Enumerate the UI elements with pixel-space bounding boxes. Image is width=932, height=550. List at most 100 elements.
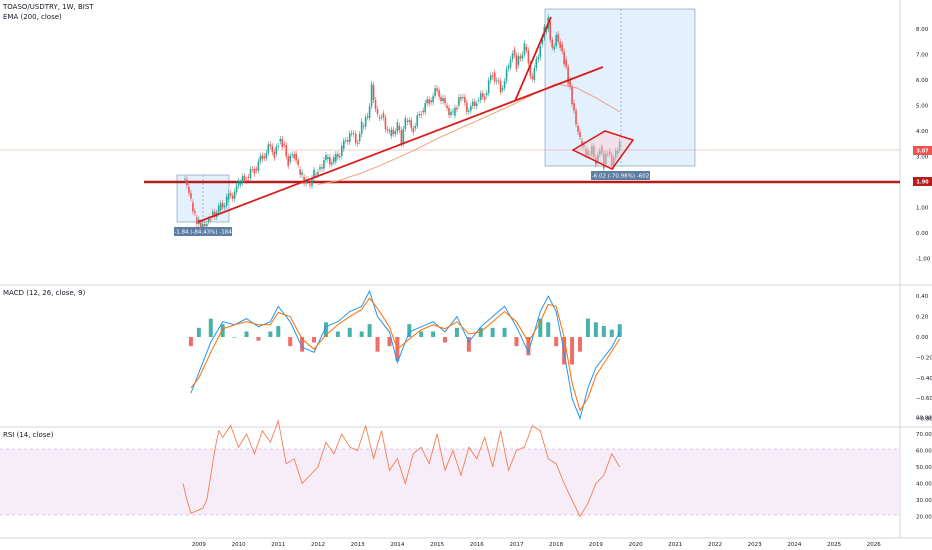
candle-body <box>579 131 581 138</box>
candle-body <box>398 125 401 131</box>
candle-body <box>499 81 502 93</box>
macd-histogram-bar <box>347 327 352 337</box>
macd-tick-label: 0.00 <box>916 335 929 341</box>
diamond-pattern[interactable] <box>571 130 635 170</box>
macd-histogram-bar <box>220 324 225 337</box>
candle-body <box>440 96 442 102</box>
candle-body <box>618 141 621 151</box>
candle-body <box>311 177 313 186</box>
rsi-tick-label: 50.00 <box>916 465 932 471</box>
candle-body <box>597 154 599 162</box>
trendline-long[interactable] <box>197 66 604 223</box>
candle-body <box>466 102 468 112</box>
candle-body <box>213 211 216 217</box>
support-price-tag: 1.90 <box>916 180 929 186</box>
candle-body <box>192 202 194 212</box>
candle-body <box>497 80 500 82</box>
macd-histogram-bar <box>359 331 364 337</box>
candle-body <box>462 96 464 98</box>
candle-body <box>289 155 291 162</box>
candle-body <box>217 205 220 213</box>
price-tick-label: 6.00 <box>916 78 929 84</box>
candle-body <box>253 169 256 174</box>
candle-body <box>489 75 492 81</box>
macd-histogram-bar <box>419 331 424 337</box>
macd-tick-label: 0.20 <box>916 315 929 321</box>
candle-body <box>585 148 587 156</box>
candle-body <box>591 145 593 155</box>
candle-body <box>384 117 387 130</box>
rsi-tick-label: 30.00 <box>916 498 932 504</box>
macd-histogram-bar <box>490 327 495 337</box>
candle-body <box>267 144 270 153</box>
candle-body <box>297 160 299 166</box>
candle-body <box>337 154 339 158</box>
price-tick-label: 7.00 <box>916 53 929 59</box>
x-tick-label: 2021 <box>668 542 682 548</box>
price-tick-label: 3.00 <box>916 155 929 161</box>
candle-body <box>376 109 379 114</box>
candle-body <box>404 118 407 129</box>
measure-tag-2018-bg <box>591 171 650 180</box>
macd-histogram-bar <box>375 337 380 352</box>
candle-body <box>537 57 540 60</box>
candle-body <box>394 131 397 135</box>
candle-body <box>277 145 280 147</box>
candle-body <box>605 153 607 165</box>
candle-body <box>354 133 357 143</box>
macd-legend: MACD (12, 26, close, 9) <box>3 289 86 297</box>
macd-histogram-bar <box>256 337 261 341</box>
candle-body <box>249 169 252 178</box>
candle-body <box>567 66 569 84</box>
candle-body <box>211 211 214 216</box>
candle-body <box>335 154 337 162</box>
candle-body <box>472 101 474 106</box>
candle-body <box>569 80 571 87</box>
candle-body <box>388 130 391 132</box>
candle-body <box>364 117 367 127</box>
candle-body <box>372 85 375 101</box>
candle-body <box>279 138 282 142</box>
x-tick-label: 2022 <box>708 542 722 548</box>
candle-body <box>239 182 242 185</box>
candle-body <box>223 205 226 208</box>
candle-body <box>601 146 603 154</box>
candle-body <box>587 150 589 156</box>
macd-histogram-bar <box>323 322 328 337</box>
candle-body <box>344 140 347 142</box>
candle-body <box>269 144 272 147</box>
measure-tag-2009: -1.84 (-84.43%) -184 <box>174 230 232 236</box>
candle-body <box>551 39 554 48</box>
candle-body <box>581 141 583 147</box>
macd-histogram-bar <box>466 337 471 352</box>
candle-body <box>533 67 536 80</box>
macd-histogram-bar <box>387 337 392 347</box>
candle-body <box>209 219 212 220</box>
candle-body <box>571 86 573 105</box>
x-tick-label: 2016 <box>470 542 484 548</box>
candle-body <box>563 51 565 65</box>
current-price-tag: 3.07 <box>916 149 929 155</box>
rsi-tick-label: 20.00 <box>916 515 932 521</box>
candle-body <box>370 83 373 107</box>
candle-body <box>380 117 383 118</box>
trendline-steep[interactable] <box>514 16 552 102</box>
macd-histogram-bar <box>367 324 372 337</box>
candle-body <box>557 34 559 42</box>
x-tick-label: 2011 <box>271 542 285 548</box>
macd-histogram-bar <box>601 325 606 337</box>
candle-body <box>481 93 484 97</box>
candle-body <box>200 222 202 229</box>
rsi-legend: RSI (14, close) <box>3 431 54 439</box>
candle-body <box>458 97 460 106</box>
candle-body <box>525 46 528 51</box>
candle-body <box>513 49 516 56</box>
candle-body <box>331 162 333 165</box>
candle-body <box>517 56 520 65</box>
candle-body <box>527 50 530 64</box>
candle-body <box>477 100 480 101</box>
candle-body <box>245 179 248 182</box>
candle-body <box>235 185 238 193</box>
candle-body <box>523 43 526 55</box>
